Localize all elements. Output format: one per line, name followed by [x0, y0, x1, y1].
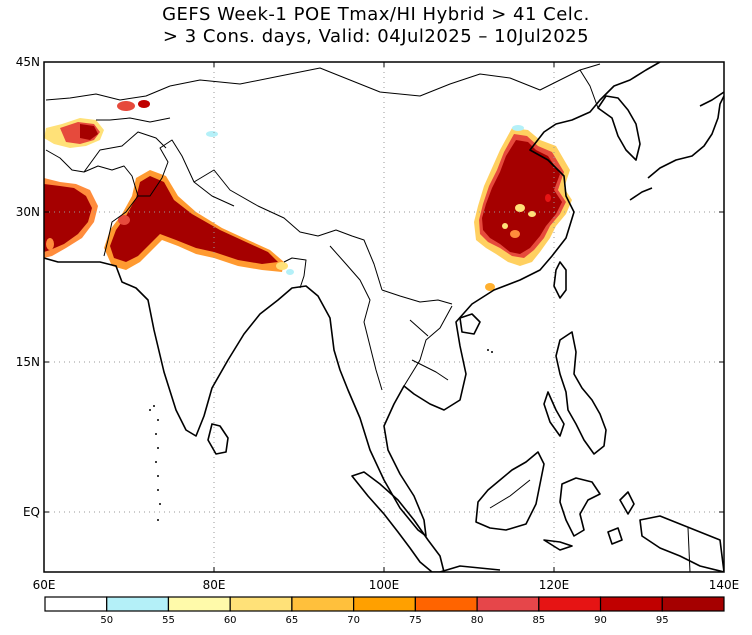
border-bangladesh — [283, 257, 307, 289]
colorbar-swatch — [476, 596, 540, 612]
lat-tick-label: EQ — [23, 505, 40, 519]
lon-tick-label: 140E — [709, 578, 740, 592]
coastline-south-asia — [44, 62, 661, 537]
colorbar-swatch — [538, 596, 602, 612]
lon-tick-label: 80E — [203, 578, 226, 592]
colorbar-swatch — [414, 596, 478, 612]
coastline-japan — [629, 91, 724, 201]
title-line-2: > 3 Cons. days, Valid: 04Jul2025 – 10Jul… — [162, 26, 590, 47]
colorbar-label: 65 — [286, 615, 299, 626]
china-heat-region — [474, 125, 572, 291]
lat-tick-label: 30N — [16, 205, 40, 219]
colorbar-label: 95 — [656, 615, 669, 626]
border-pakistan-india — [138, 139, 235, 207]
coastline-hainan — [459, 313, 481, 335]
border-myanmar — [329, 245, 383, 391]
gridlines — [44, 62, 724, 572]
lon-tick-label: 60E — [33, 578, 56, 592]
colorbar-label: 75 — [409, 615, 422, 626]
border-iran-afghanistan-pakistan — [45, 149, 139, 257]
border-india-nepal-china — [193, 169, 383, 291]
coastline-taiwan — [553, 261, 567, 299]
coastline-philippines — [543, 331, 607, 455]
colorbar-swatch — [291, 596, 355, 612]
border-central-asia — [45, 85, 171, 123]
lon-tick-label: 100E — [369, 578, 400, 592]
map-title: GEFS Week-1 POE Tmax/HI Hybrid > 41 Celc… — [0, 4, 752, 48]
colorbar-swatch — [44, 596, 108, 612]
iran-heat-region — [44, 178, 98, 258]
colorbar-swatch — [106, 596, 170, 612]
probability-shading — [44, 100, 572, 291]
border-china-mongolia — [169, 63, 601, 97]
coastline-sri-lanka — [207, 423, 229, 455]
colorbar-swatch — [599, 596, 663, 612]
country-borders — [45, 63, 691, 572]
coastline-sumatra — [351, 471, 445, 572]
colorbar-swatch — [661, 596, 725, 612]
maldives-islands — [149, 349, 493, 521]
colorbar-swatch — [167, 596, 231, 612]
coastline-sulawesi — [559, 477, 601, 537]
title-line-1: GEFS Week-1 POE Tmax/HI Hybrid > 41 Celc… — [162, 4, 590, 25]
coastline-new-guinea — [639, 515, 724, 572]
coastline-borneo — [475, 451, 545, 531]
colorbar-swatch — [229, 596, 293, 612]
coastlines — [44, 62, 724, 572]
map-axes: 60E 80E 100E 120E 140E 45N 30N 15N EQ — [16, 55, 740, 592]
colorbar-label: 60 — [224, 615, 237, 626]
border-indochina — [381, 289, 453, 387]
colorbar-label: 50 — [100, 615, 113, 626]
colorbar: 50 55 60 65 70 75 80 85 90 95 — [44, 596, 725, 626]
coastline-java — [439, 565, 501, 572]
colorbar-label: 70 — [347, 615, 360, 626]
colorbar-label: 90 — [594, 615, 607, 626]
border-new-guinea — [687, 527, 691, 572]
coastline-korea — [597, 95, 641, 161]
colorbar-label: 55 — [162, 615, 175, 626]
lat-tick-label: 15N — [16, 355, 40, 369]
central-asia-heat-region — [44, 100, 218, 148]
border-borneo — [489, 479, 531, 509]
border-afghanistan-north — [83, 131, 167, 173]
coastline-moluccas — [543, 491, 635, 551]
border-china-korea — [579, 69, 599, 109]
lat-tick-label: 45N — [16, 55, 40, 69]
colorbar-label: 80 — [471, 615, 484, 626]
colorbar-label: 85 — [532, 615, 545, 626]
colorbar-swatch — [353, 596, 416, 612]
lon-tick-label: 120E — [539, 578, 570, 592]
